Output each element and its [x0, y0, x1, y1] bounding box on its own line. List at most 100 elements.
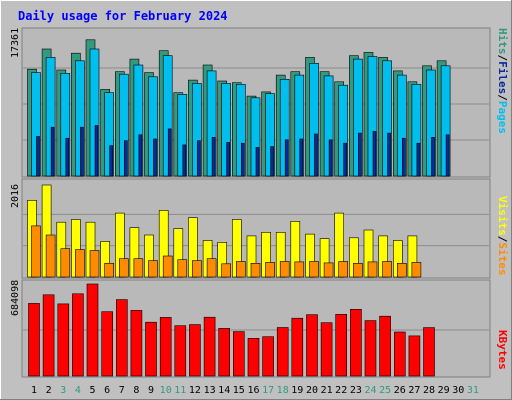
- kbytes-panel-kbytes-bar-13: [203, 316, 216, 377]
- visits-panel-sites-bar-4: [75, 249, 85, 278]
- hits-panel-pages-bar-16: [255, 147, 260, 177]
- hits-panel-pages-bar-4: [80, 126, 84, 177]
- x-tick-label-6: 6: [104, 385, 110, 396]
- hits-panel-files-bar-8: [133, 64, 144, 177]
- kbytes-panel-kbytes-bar-25: [379, 315, 391, 377]
- hits-panel-pages-bar-24: [372, 131, 377, 177]
- x-tick-label-3: 3: [60, 385, 66, 396]
- visits-panel-sites-bar-19: [294, 261, 305, 278]
- visits-panel-sites-bar-18: [279, 261, 290, 278]
- kbytes-panel-kbytes-bar-14: [218, 328, 230, 377]
- x-tick-label-10: 10: [160, 385, 172, 396]
- x-tick-label-5: 5: [89, 385, 95, 396]
- visits-panel-sites-bar-24: [367, 261, 378, 278]
- x-tick-label-25: 25: [379, 385, 391, 396]
- x-tick-label-27: 27: [408, 385, 420, 396]
- x-tick-label-15: 15: [233, 385, 245, 396]
- x-tick-label-20: 20: [306, 385, 318, 396]
- x-tick-label-8: 8: [133, 385, 139, 396]
- kbytes-panel-kbytes-bar-16: [247, 337, 260, 377]
- hits-panel-pages-bar-12: [197, 140, 201, 177]
- visits-panel-sites-bar-25: [382, 261, 392, 278]
- hits-panel-pages-bar-14: [226, 142, 230, 177]
- kbytes-panel-kbytes-bar-8: [130, 310, 143, 377]
- visits-panel-sites-bar-9: [148, 260, 158, 278]
- visits-panel-sites-bar-1: [31, 225, 41, 278]
- hits-panel-files-bar-4: [75, 60, 85, 177]
- bars-kbytes: [28, 283, 435, 377]
- kbytes-panel-kbytes-bar-5: [86, 283, 99, 377]
- kbytes-panel-kbytes-bar-9: [145, 321, 157, 377]
- hits-panel-pages-bar-23: [358, 132, 362, 177]
- hits-panel-files-bar-2: [45, 57, 56, 177]
- hits-panel-pages-bar-29: [445, 134, 450, 177]
- chart-title: Daily usage for February 2024: [18, 9, 228, 23]
- hits-panel-files-bar-7: [119, 73, 129, 177]
- kbytes-panel-kbytes-bar-19: [291, 317, 304, 377]
- hits-panel-files-bar-12: [192, 83, 202, 177]
- hits-panel-files-bar-6: [104, 92, 114, 177]
- hits-panel-files-bar-21: [323, 75, 334, 177]
- hits-panel-pages-bar-8: [138, 134, 143, 177]
- hits-panel-files-bar-9: [148, 76, 158, 177]
- visits-panel-sites-bar-2: [45, 234, 56, 278]
- visits-panel-sites-bar-14: [221, 263, 231, 278]
- hits-panel-pages-bar-6: [109, 145, 113, 177]
- x-tick-label-16: 16: [247, 385, 259, 396]
- x-tick-label-14: 14: [218, 385, 230, 396]
- x-axis-day-labels: 1 2 3 4 5 6 7 8 9 10 11 12 13 14 15 16 17 18 19 20 21 22 23 24 2…: [31, 385, 479, 396]
- visits-panel-sites-bar-20: [309, 261, 319, 278]
- hits-panel-pages-bar-9: [153, 138, 157, 177]
- hits-panel-files-bar-11: [177, 94, 188, 177]
- hits-panel-files-bar-15: [236, 84, 246, 177]
- kbytes-panel-kbytes-bar-10: [159, 317, 172, 377]
- hits-panel-files-bar-17: [265, 93, 275, 177]
- x-tick-label-13: 13: [204, 385, 216, 396]
- hits-panel-pages-bar-22: [343, 142, 348, 177]
- x-tick-label-21: 21: [321, 385, 333, 396]
- hits-panel-pages-bar-11: [182, 144, 187, 177]
- hits-panel-pages-bar-18: [284, 139, 289, 177]
- hits-panel-pages-bar-15: [241, 142, 245, 177]
- legend-label-visits-sites: Visits/Sites: [496, 196, 509, 276]
- kbytes-panel-kbytes-bar-21: [320, 322, 333, 377]
- x-tick-label-7: 7: [119, 385, 125, 396]
- visits-panel-sites-bar-7: [119, 258, 129, 278]
- hits-panel-pages-bar-26: [401, 137, 406, 177]
- visits-panel-sites-bar-10: [162, 255, 173, 278]
- visits-panel-sites-bar-26: [396, 262, 407, 278]
- ymax-label-hits: 17361: [10, 28, 21, 58]
- x-tick-label-4: 4: [75, 385, 81, 396]
- kbytes-panel-kbytes-bar-20: [306, 314, 318, 377]
- visits-panel-sites-bar-5: [89, 250, 100, 278]
- hits-panel-pages-bar-1: [36, 136, 40, 177]
- kbytes-panel-kbytes-bar-2: [42, 294, 55, 377]
- hits-panel-files-bar-13: [206, 70, 217, 177]
- hits-panel-pages-bar-19: [299, 138, 304, 177]
- hits-panel-pages-bar-17: [270, 146, 274, 177]
- hits-panel-files-bar-14: [221, 83, 231, 177]
- x-tick-label-28: 28: [423, 385, 435, 396]
- kbytes-panel-kbytes-bar-24: [364, 320, 377, 377]
- bars-visits-sites: [27, 184, 422, 278]
- x-tick-label-24: 24: [364, 385, 376, 396]
- legend-label-kbytes: KBytes: [496, 330, 509, 370]
- hits-panel-files-bar-10: [162, 55, 173, 177]
- x-tick-label-2: 2: [46, 385, 52, 396]
- visits-panel-sites-bar-3: [60, 248, 71, 278]
- hits-panel-pages-bar-2: [50, 126, 55, 177]
- hits-panel-files-bar-1: [31, 72, 41, 177]
- visits-panel-sites-bar-21: [323, 262, 334, 278]
- panel-hits-files-pages: 17361 Hits/Files/Pages: [10, 27, 509, 178]
- hits-panel-pages-bar-27: [416, 142, 421, 177]
- bars-hits-files-pages: [27, 39, 451, 177]
- kbytes-panel-kbytes-bar-15: [233, 331, 245, 377]
- kbytes-panel-kbytes-bar-22: [335, 313, 348, 377]
- hits-panel-files-bar-20: [309, 62, 319, 177]
- hits-panel-files-bar-29: [440, 65, 451, 177]
- visits-panel-sites-bar-13: [206, 258, 217, 278]
- hits-panel-pages-bar-28: [431, 137, 435, 177]
- legend-hits: Hits: [496, 28, 509, 55]
- hits-panel-files-bar-26: [396, 74, 407, 177]
- kbytes-panel-kbytes-bar-17: [262, 336, 274, 377]
